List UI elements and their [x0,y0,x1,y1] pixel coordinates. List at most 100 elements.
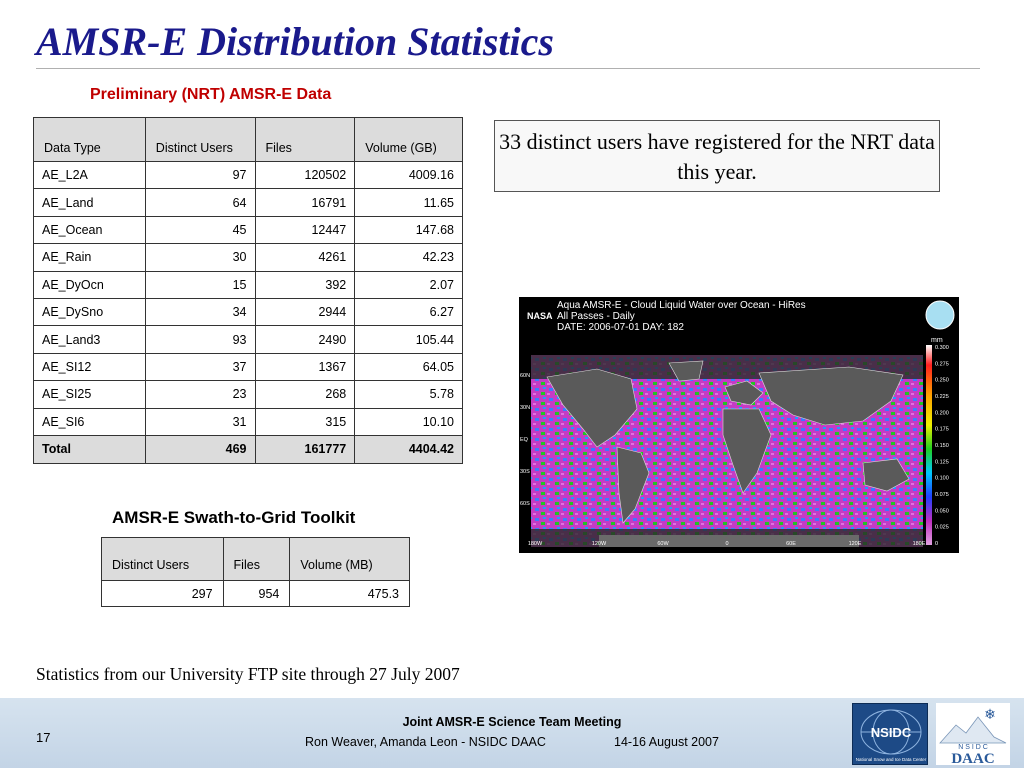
latitude-labels: 60N 30N EQ 30S 60S [520,373,530,507]
latitude-label: EQ [520,437,529,443]
cell-distinct-users: 23 [144,380,256,409]
svg-text:DAAC: DAAC [951,751,994,765]
title-divider [36,68,980,69]
table-header-row: Distinct Users Files Volume (MB) [101,537,410,581]
cell-files: 392 [254,270,356,299]
slide-title: AMSR-E Distribution Statistics [36,19,554,64]
colorbar-tick-label: 0.150 [935,443,949,449]
colorbar-tick-label: 0.025 [935,525,949,531]
cell-files: 1367 [254,352,356,382]
longitude-label: 120W [592,541,607,547]
cell-files: 4261 [254,243,356,272]
table-row: AE_DySno 34 2944 6.27 [33,297,463,327]
longitude-labels: 180W 120W 60W 0 60E 120E 180E [528,541,926,547]
footer-authors: Ron Weaver, Amanda Leon - NSIDC DAAC [305,735,546,749]
cell-data-type: AE_SI12 [33,352,146,382]
cell-volume: 5.78 [354,380,463,409]
cell-distinct-users: 30 [144,243,256,272]
table-row: AE_DyOcn 15 392 2.07 [33,270,463,299]
cell-files: 12447 [254,215,356,245]
cell-volume: 6.27 [354,297,463,327]
cloud-water-map: NASA Aqua AMSR-E - Cloud Liquid Water ov… [519,297,959,553]
header-data-type: Data Type [33,117,146,162]
toolkit-volume: 475.3 [289,580,410,607]
table-row: AE_Land3 93 2490 105.44 [33,325,463,354]
map-plot-area [531,355,923,547]
header-distinct-users: Distinct Users [144,117,256,162]
nrt-distribution-table: Data Type Distinct Users Files Volume (G… [33,117,463,464]
svg-text:National Snow and Ice Data Cen: National Snow and Ice Data Center [856,757,927,762]
longitude-label: 180E [913,541,926,547]
cell-volume: 147.68 [354,215,463,245]
map-image: NASA Aqua AMSR-E - Cloud Liquid Water ov… [520,300,955,547]
cell-volume: 4009.16 [354,160,463,190]
svg-text:N S I D C: N S I D C [958,744,988,751]
table-row: 297 954 475.3 [101,580,410,607]
cell-data-type: AE_SI25 [33,380,146,409]
longitude-label: 60W [657,541,669,547]
colorbar-tick-label: 0.175 [935,427,949,433]
colorbar-tick-label: 0.200 [935,410,949,416]
cell-files: 2490 [254,325,356,354]
table-row: AE_Ocean 45 12447 147.68 [33,215,463,245]
nrt-heading: Preliminary (NRT) AMSR-E Data [90,86,332,103]
daac-logo: ❄ N S I D C DAAC [936,703,1010,767]
cell-data-type: AE_L2A [33,160,146,190]
header-volume: Volume (MB) [289,537,410,581]
map-title-line3: DATE: 2006-07-01 DAY: 182 [557,322,684,333]
latitude-label: 60N [520,373,530,379]
cell-files: 2944 [254,297,356,327]
colorbar-tick-label: 0.250 [935,378,949,384]
users-note-box: 33 distinct users have registered for th… [494,120,940,192]
longitude-label: 120E [849,541,862,547]
colorbar-tick-label: 0.075 [935,492,949,498]
total-distinct-users: 469 [144,434,256,464]
table-row: AE_Rain 30 4261 42.23 [33,243,463,272]
cell-distinct-users: 31 [144,407,256,436]
cell-distinct-users: 93 [144,325,256,354]
latitude-label: 60S [520,501,530,507]
nrt-table-body: AE_L2A 97 120502 4009.16 AE_Land 64 16791 11.65… [33,160,463,464]
table-row: AE_L2A 97 120502 4009.16 [33,160,463,190]
cell-files: 268 [254,380,356,409]
total-files: 161777 [254,434,356,464]
cell-volume: 64.05 [354,352,463,382]
snowflake-icon: ❄ [984,707,996,723]
colorbar-tick-label: 0.275 [935,361,949,367]
colorbar-tick-label: 0.100 [935,476,949,482]
cell-distinct-users: 37 [144,352,256,382]
cell-data-type: AE_SI6 [33,407,146,436]
stats-source-note: Statistics from our University FTP site … [36,664,460,684]
longitude-label: 60E [786,541,796,547]
cell-data-type: AE_DySno [33,297,146,327]
table-row: AE_Land 64 16791 11.65 [33,188,463,217]
header-files: Files [254,117,356,162]
cell-files: 315 [254,407,356,436]
colorbar-tick-label: 0.225 [935,394,949,400]
table-total-row: Total 469 161777 4404.42 [33,434,463,464]
total-data-type: Total [33,434,146,464]
cell-volume: 105.44 [354,325,463,354]
table-row: AE_SI6 31 315 10.10 [33,407,463,436]
colorbar-tick-label: 0.050 [935,508,949,514]
cell-files: 120502 [254,160,356,190]
cell-distinct-users: 15 [144,270,256,299]
latitude-label: 30S [520,469,530,475]
colorbar-tick-label: 0 [935,541,938,547]
cell-volume: 10.10 [354,407,463,436]
cell-data-type: AE_Land3 [33,325,146,354]
map-title-line2: All Passes - Daily [557,311,635,322]
nasa-logo-text: NASA [527,311,553,321]
toolkit-users: 297 [101,580,224,607]
cell-distinct-users: 97 [144,160,256,190]
cell-data-type: AE_Land [33,188,146,217]
cell-volume: 42.23 [354,243,463,272]
footer-date: 14-16 August 2007 [614,735,719,749]
globe-icon [925,300,955,330]
toolkit-table: Distinct Users Files Volume (MB) 297 954… [101,537,410,607]
total-volume: 4404.42 [354,434,463,464]
colorbar-tick-label: 0.300 [935,345,949,351]
footer-meeting: Joint AMSR-E Science Team Meeting [402,715,622,729]
colorbar-unit: mm [931,337,943,344]
map-title-line1: Aqua AMSR-E - Cloud Liquid Water over Oc… [557,300,806,311]
